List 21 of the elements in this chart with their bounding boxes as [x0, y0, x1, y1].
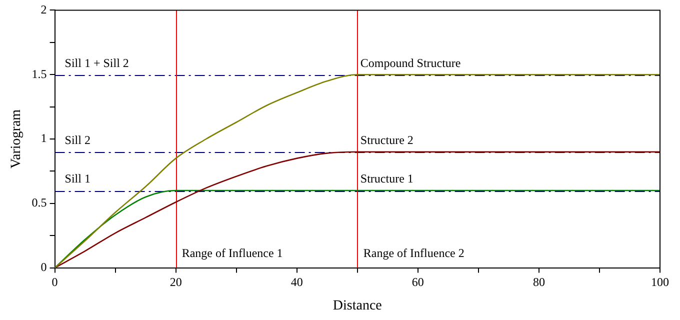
- y-tick-label: 0: [40, 260, 47, 274]
- ref-line-label: Range of Influence 1: [182, 246, 283, 260]
- ref-line-label: Sill 1: [64, 172, 90, 186]
- y-tick-label: 1: [40, 131, 47, 146]
- y-tick-label: 0.5: [32, 196, 47, 210]
- x-tick-label: 80: [532, 275, 545, 290]
- x-axis-title: Distance: [332, 298, 382, 314]
- ref-line-label: Range of Influence 2: [363, 246, 464, 260]
- y-tick-label: 2: [40, 2, 47, 16]
- x-tick-label: 20: [170, 275, 182, 290]
- y-axis-title: Variogram: [9, 109, 24, 169]
- y-tick-label: 1.5: [32, 66, 47, 81]
- x-tick-label: 60: [412, 275, 424, 290]
- ref-line-label: Sill 1 + Sill 2: [64, 56, 129, 70]
- series-label: Structure 1: [360, 172, 414, 186]
- ref-line-label: Sill 2: [64, 133, 90, 148]
- series-label: Compound Structure: [360, 56, 461, 70]
- series-label: Structure 2: [360, 133, 414, 148]
- x-tick-label: 40: [290, 275, 303, 290]
- x-tick-label: 100: [651, 275, 669, 290]
- x-tick-label: 0: [52, 275, 58, 290]
